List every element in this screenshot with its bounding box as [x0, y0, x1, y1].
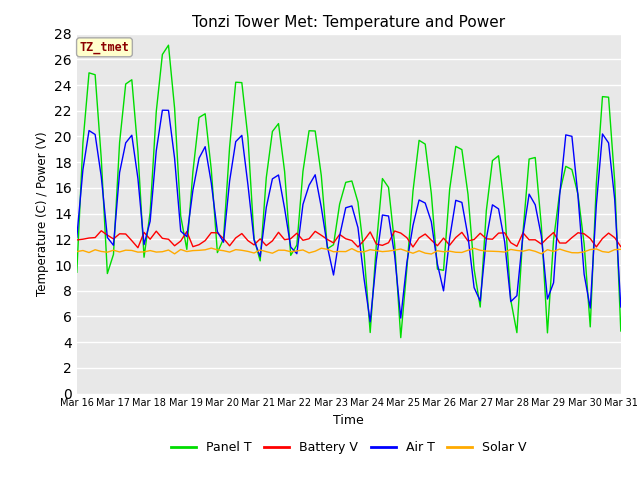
Panel T — [538, 223, 545, 228]
Solar V — [605, 250, 612, 255]
Line: Air T: Air T — [77, 110, 621, 322]
Legend: Panel T, Battery V, Air T, Solar V: Panel T, Battery V, Air T, Solar V — [166, 436, 531, 459]
Air T — [73, 235, 81, 240]
Solar V — [550, 249, 557, 254]
Air T — [159, 108, 166, 113]
Air T — [464, 233, 472, 239]
Solar V — [617, 246, 625, 252]
Battery V — [538, 241, 545, 247]
Line: Solar V: Solar V — [77, 248, 621, 254]
Battery V — [159, 236, 166, 241]
Panel T — [617, 328, 625, 334]
Air T — [617, 304, 625, 310]
Panel T — [397, 335, 404, 340]
Air T — [366, 319, 374, 325]
Air T — [605, 140, 612, 146]
Panel T — [550, 237, 557, 242]
Y-axis label: Temperature (C) / Power (V): Temperature (C) / Power (V) — [36, 132, 49, 296]
Panel T — [244, 134, 252, 140]
Text: TZ_tmet: TZ_tmet — [79, 41, 129, 54]
Battery V — [250, 242, 258, 248]
Battery V — [550, 229, 557, 235]
Panel T — [464, 192, 472, 197]
Air T — [147, 218, 154, 224]
Line: Panel T: Panel T — [77, 45, 621, 337]
Solar V — [538, 251, 545, 257]
Panel T — [73, 269, 81, 275]
Solar V — [73, 249, 81, 254]
Solar V — [147, 248, 154, 253]
Battery V — [97, 228, 105, 234]
Battery V — [134, 245, 142, 251]
Solar V — [464, 247, 472, 253]
Battery V — [73, 237, 81, 243]
Air T — [538, 233, 545, 239]
Battery V — [464, 238, 472, 244]
Battery V — [605, 230, 612, 236]
Battery V — [617, 244, 625, 250]
Solar V — [244, 249, 252, 254]
X-axis label: Time: Time — [333, 414, 364, 427]
Air T — [244, 182, 252, 188]
Air T — [550, 280, 557, 286]
Solar V — [207, 245, 215, 251]
Panel T — [605, 94, 612, 100]
Panel T — [147, 209, 154, 215]
Title: Tonzi Tower Met: Temperature and Power: Tonzi Tower Met: Temperature and Power — [192, 15, 506, 30]
Line: Battery V: Battery V — [77, 231, 621, 248]
Solar V — [428, 251, 435, 257]
Panel T — [164, 42, 172, 48]
